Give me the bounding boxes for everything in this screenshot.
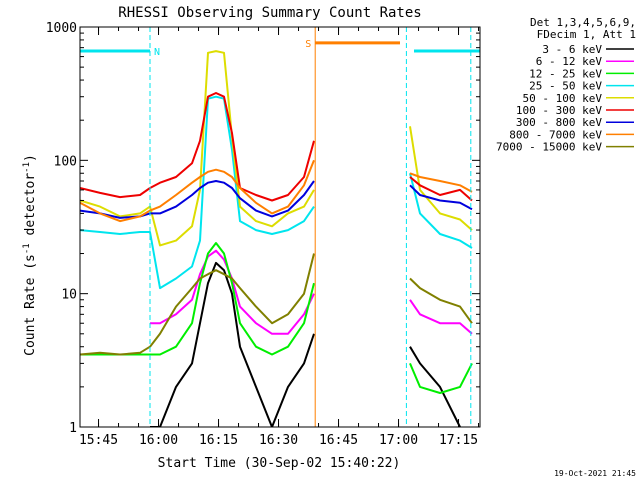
y-tick-label-3: 1000 <box>46 21 77 36</box>
legend-header-line-2: FDecim 1, Att 1 <box>537 28 636 41</box>
x-tick-label-5: 17:00 <box>379 433 418 448</box>
x-tick-label-1: 16:00 <box>139 433 178 448</box>
plot-frame <box>79 26 481 428</box>
y-tick-label-0: 1 <box>69 421 77 436</box>
chart-title: RHESSI Observing Summary Count Rates <box>118 5 421 21</box>
y-tick-label-2: 100 <box>54 154 77 169</box>
annotation-label-0: N <box>154 47 160 58</box>
x-tick-label-3: 16:30 <box>259 433 298 448</box>
series-line-3 <box>80 95 473 290</box>
x-tick-label-6: 17:15 <box>439 433 478 448</box>
legend-label-1: 6 - 12 keV <box>536 55 603 68</box>
x-axis-label: Start Time (30-Sep-02 15:40:22) <box>158 456 401 471</box>
series-line-2 <box>80 242 473 394</box>
series-line-0 <box>150 261 461 427</box>
series-line-4 <box>80 50 473 247</box>
series-line-7 <box>80 159 473 223</box>
series-line-1 <box>150 249 473 335</box>
legend-label-5: 100 - 300 keV <box>516 104 602 117</box>
legend-label-2: 12 - 25 keV <box>529 67 602 80</box>
legend-label-8: 7000 - 15000 keV <box>496 141 602 154</box>
y-axis-label: Count Rate (s-1 detector-1) <box>22 154 38 356</box>
series-line-8 <box>80 253 473 356</box>
legend-label-3: 25 - 50 keV <box>529 80 602 93</box>
legend-label-0: 3 - 6 keV <box>542 43 602 56</box>
legend-header-line-1: Det 1,3,4,5,6,9, <box>530 16 636 29</box>
x-tick-label-4: 16:45 <box>319 433 358 448</box>
legend-label-7: 800 - 7000 keV <box>509 128 602 141</box>
annotation-label-1: S <box>305 39 311 50</box>
series-line-5 <box>80 92 473 202</box>
legend-label-4: 50 - 100 keV <box>523 92 603 105</box>
timestamp: 19-Oct-2021 21:45 <box>554 469 636 478</box>
series-group <box>80 50 473 427</box>
x-tick-label-0: 15:45 <box>79 433 118 448</box>
y-tick-label-1: 10 <box>61 288 77 303</box>
legend-label-6: 300 - 800 keV <box>516 116 602 129</box>
x-tick-label-2: 16:15 <box>199 433 238 448</box>
